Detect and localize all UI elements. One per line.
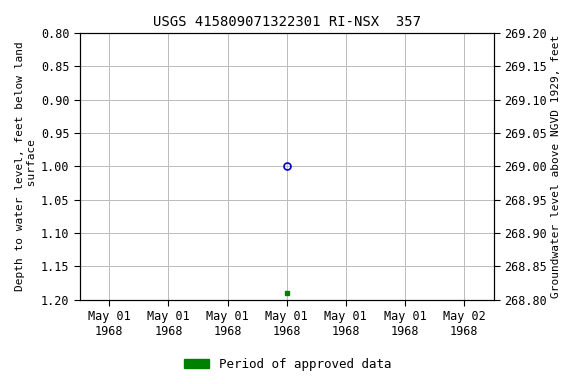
Legend: Period of approved data: Period of approved data <box>179 353 397 376</box>
Y-axis label: Depth to water level, feet below land
 surface: Depth to water level, feet below land su… <box>15 41 37 291</box>
Title: USGS 415809071322301 RI-NSX  357: USGS 415809071322301 RI-NSX 357 <box>153 15 420 29</box>
Y-axis label: Groundwater level above NGVD 1929, feet: Groundwater level above NGVD 1929, feet <box>551 35 561 298</box>
